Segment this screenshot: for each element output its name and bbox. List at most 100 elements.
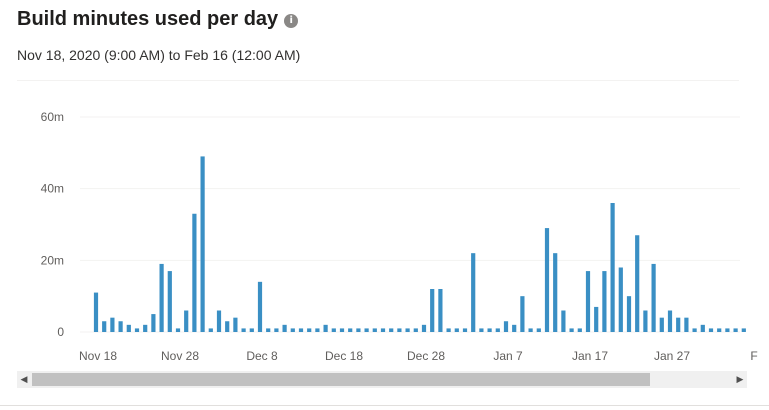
bar (544, 228, 550, 332)
bar (454, 328, 459, 332)
bar (667, 310, 673, 332)
bar (208, 328, 213, 332)
bottom-divider (0, 405, 769, 406)
bar (348, 328, 353, 332)
bar (618, 267, 623, 332)
bar (684, 317, 689, 332)
bar (725, 328, 730, 332)
bar (528, 328, 533, 332)
bar (741, 328, 746, 332)
bar (339, 328, 345, 332)
bar (651, 263, 656, 332)
bar (413, 328, 418, 332)
bar (118, 321, 123, 332)
caret-right-icon[interactable]: ▶ (736, 374, 744, 384)
bar (184, 310, 189, 332)
bar (274, 328, 279, 332)
bar (192, 213, 197, 332)
x-tick-label: Jan 17 (572, 349, 608, 363)
bar (307, 328, 312, 332)
bar (290, 328, 295, 332)
bar (421, 324, 427, 332)
x-tick-label: Dec 28 (407, 349, 445, 363)
bar (471, 253, 476, 332)
date-range-subtitle: Nov 18, 2020 (9:00 AM) to Feb 16 (12:00 … (17, 47, 301, 63)
x-tick-label: Dec 8 (246, 349, 278, 363)
bar (700, 324, 705, 332)
bar (380, 328, 386, 332)
bar (356, 328, 361, 332)
bar (405, 328, 410, 332)
bar (266, 328, 271, 332)
x-tick-label: Jan 7 (493, 349, 523, 363)
bar (159, 263, 164, 332)
horizontal-scrollbar[interactable]: ◀ ▶ (17, 371, 747, 388)
bar (626, 296, 632, 332)
x-tick-label: Nov 18 (79, 349, 117, 363)
bar (282, 324, 287, 332)
bar (479, 328, 484, 332)
bar (717, 328, 722, 332)
bar (102, 321, 107, 332)
bar (553, 253, 558, 332)
bar (438, 289, 443, 332)
bar (635, 235, 640, 332)
bar (643, 310, 648, 332)
bar (134, 328, 140, 332)
info-icon[interactable]: i (284, 13, 299, 28)
bar (151, 314, 156, 332)
bar (602, 271, 607, 332)
bar (594, 306, 599, 332)
bar (397, 328, 402, 332)
bar (249, 328, 254, 332)
bar (216, 310, 222, 332)
bar (430, 289, 435, 332)
bar (462, 328, 468, 332)
bar (331, 328, 336, 332)
bar (372, 328, 377, 332)
bar (143, 324, 148, 332)
bar (200, 156, 205, 332)
bar (676, 317, 681, 332)
bar (315, 328, 320, 332)
caret-left-icon[interactable]: ◀ (20, 374, 28, 384)
y-tick-label: 20m (41, 253, 64, 267)
bar (733, 328, 738, 332)
scrollbar-thumb[interactable] (32, 373, 650, 386)
bar (503, 321, 509, 332)
bar (577, 328, 582, 332)
x-tick-label: F (750, 349, 757, 363)
bar (495, 328, 500, 332)
bar (610, 203, 615, 332)
bar (323, 324, 328, 332)
bar (233, 317, 238, 332)
bar (569, 328, 574, 332)
y-tick-label: 60m (41, 110, 64, 124)
bar-chart: 0 20m 40m 60m Nov 18 Nov 28 Dec 8 Dec 18 Dec 28 J… (41, 110, 758, 363)
bar (241, 328, 246, 332)
chart-title: Build minutes used per day (17, 8, 279, 30)
bar (446, 328, 451, 332)
chart-header: Build minutes used per day i (17, 8, 299, 31)
bar (298, 328, 304, 332)
bar (585, 271, 591, 332)
bar (110, 317, 115, 332)
header-divider (17, 80, 739, 81)
bar (257, 281, 263, 332)
y-tick-label: 40m (41, 182, 64, 196)
bar (520, 296, 525, 332)
bar (167, 271, 172, 332)
bar (512, 324, 517, 332)
y-tick-label: 0 (57, 325, 64, 339)
bar (126, 324, 131, 332)
bar (487, 328, 492, 332)
bar (536, 328, 541, 332)
bar (659, 317, 664, 332)
bar (93, 292, 99, 332)
bar (225, 321, 230, 332)
x-tick-label: Jan 27 (654, 349, 690, 363)
bar (561, 310, 566, 332)
bar (175, 328, 181, 332)
x-tick-label: Nov 28 (161, 349, 199, 363)
x-tick-label: Dec 18 (325, 349, 363, 363)
